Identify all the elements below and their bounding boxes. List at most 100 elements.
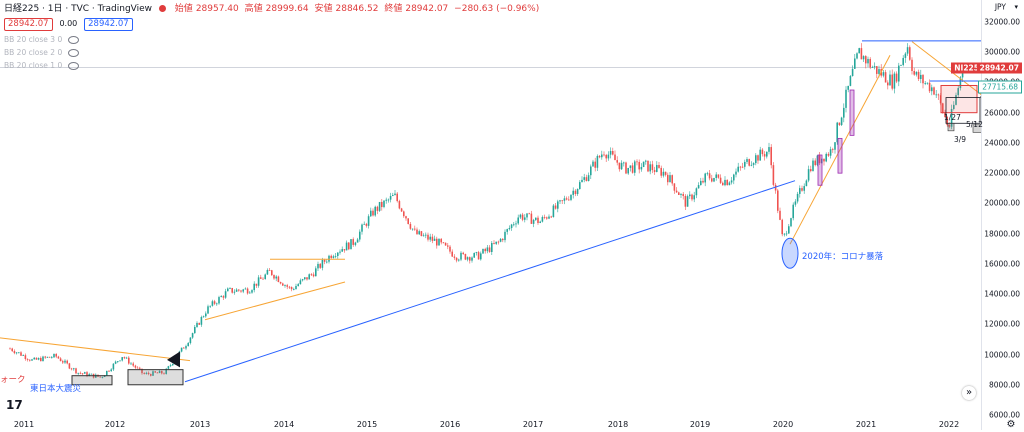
candle-body [429, 236, 431, 240]
candle-body [431, 236, 434, 241]
x-tick-label: 2021 [855, 420, 877, 429]
candle-body [526, 213, 528, 218]
candle-body [286, 285, 288, 287]
candle-body [796, 193, 799, 202]
candle-body [708, 173, 711, 179]
candle-body [909, 47, 911, 60]
candle-body [882, 72, 885, 76]
visibility-icon[interactable] [68, 36, 80, 44]
candle-body [737, 166, 739, 172]
candle-body [409, 223, 412, 229]
candle-body [158, 370, 161, 374]
candle-body [510, 224, 513, 229]
candle-body [631, 165, 634, 173]
x-tick-label: 2016 [439, 420, 461, 429]
candle-body [183, 347, 185, 349]
candle-body [277, 276, 280, 283]
candle-body [374, 206, 376, 216]
candle-body [937, 94, 940, 96]
candle-body [482, 248, 484, 254]
candle-body [730, 180, 733, 183]
candle-body [691, 194, 693, 200]
candle-body [513, 224, 515, 226]
candle-body [550, 216, 552, 218]
ticker-tag: NI225 [951, 62, 982, 74]
candle-body [645, 160, 647, 162]
highlight-box [940, 84, 978, 114]
indicator-bb-2[interactable]: BB 20 close 2 0 [4, 48, 80, 57]
candle-body [499, 238, 502, 242]
candle-body [299, 280, 302, 285]
edge-label[interactable]: ォーク [0, 375, 26, 385]
candle-body [359, 231, 361, 240]
price-chart[interactable] [0, 0, 982, 430]
candle-body [913, 71, 915, 75]
candle-body [279, 282, 282, 284]
candle-body [587, 175, 590, 181]
candle-body [29, 359, 31, 361]
candle-body [40, 358, 42, 362]
date-label-3: 5/12 [966, 120, 983, 129]
y-tick-label: 22000.00 [984, 168, 1020, 178]
candle-body [741, 166, 744, 168]
corona-crash-label[interactable]: 2020年：コロナ暴落 [802, 252, 884, 262]
candle-body [119, 360, 121, 362]
indicator-bb-1[interactable]: BB 20 close 1 0 [4, 61, 80, 70]
x-tick-label: 2014 [273, 420, 295, 429]
candle-body [539, 221, 541, 223]
candle-body [31, 359, 33, 361]
candle-body [152, 371, 154, 376]
chevron-down-icon[interactable]: ▾ [1014, 3, 1018, 11]
candle-body [70, 368, 73, 370]
visibility-icon[interactable] [68, 49, 80, 57]
y-tick-label: 32000.00 [984, 17, 1020, 27]
indicator-bb-3[interactable]: BB 20 close 3 0 [4, 35, 80, 44]
candle-body [389, 195, 392, 200]
candle-body [218, 297, 220, 304]
candle-body [684, 195, 687, 207]
candle-body [282, 283, 284, 286]
gear-icon[interactable]: ⚙ [1006, 419, 1016, 430]
candle-body [627, 167, 629, 174]
date-label-1: 1/27 [944, 113, 961, 122]
candle-body [350, 239, 352, 250]
candle-body [750, 164, 753, 166]
candle-body [504, 231, 506, 241]
candle-body [284, 285, 286, 286]
candle-body [79, 372, 82, 374]
buy-price-box[interactable]: 28942.07 [84, 18, 133, 31]
candle-body [612, 150, 614, 155]
symbol-name[interactable]: 日経225 [4, 4, 40, 14]
candle-body [583, 177, 585, 180]
sell-price-box[interactable]: 28942.07 [4, 18, 53, 31]
candle-body [301, 279, 304, 281]
candle-body [169, 365, 172, 367]
candle-body [647, 160, 649, 172]
interval-label[interactable]: 1日 [47, 4, 63, 14]
chart-legend: 日経225 · 1日 · TVC · TradingView 始値 28957.4… [4, 3, 542, 31]
candle-body [466, 257, 469, 260]
candle-body [559, 200, 561, 202]
candle-body [669, 175, 671, 183]
candle-body [361, 224, 363, 232]
scroll-right-icon[interactable]: » [962, 386, 976, 400]
candle-body [196, 322, 198, 328]
candle-body [376, 206, 379, 211]
candle-body [671, 175, 673, 184]
candle-body [385, 199, 387, 201]
candle-body [893, 73, 896, 89]
candle-body [515, 223, 517, 225]
candle-body [653, 170, 656, 172]
visibility-icon[interactable] [68, 62, 80, 70]
candle-body [884, 72, 887, 83]
candle-body [957, 88, 959, 96]
candle-body [262, 278, 264, 280]
y-tick-label: 12000.00 [984, 319, 1020, 329]
candle-body [275, 276, 277, 279]
candle-body [491, 243, 493, 252]
candle-body [194, 327, 196, 334]
tradingview-logo[interactable]: 17 [6, 398, 23, 412]
candle-body [662, 171, 665, 176]
earthquake-label[interactable]: 東日本大震災 [30, 384, 82, 394]
candle-body [728, 182, 731, 186]
